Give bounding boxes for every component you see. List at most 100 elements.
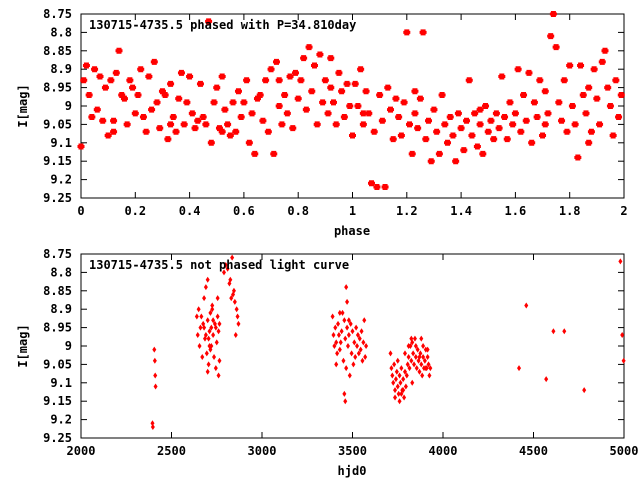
phased-data-point — [370, 128, 378, 135]
unphased-data-point — [332, 343, 337, 349]
phased-data-points — [77, 11, 625, 190]
unphased-data-point — [345, 298, 350, 305]
phased-data-point — [416, 95, 424, 102]
unphased-data-point — [353, 354, 358, 361]
phased-data-point — [349, 132, 356, 139]
phased-data-point — [425, 117, 433, 124]
unphased-data-point — [361, 339, 366, 346]
phased-data-point — [115, 47, 123, 54]
unphased-y-tick-label: 8.75 — [43, 247, 72, 261]
unphased-data-point — [413, 354, 418, 361]
unphased-data-point — [358, 346, 363, 353]
phased-data-point — [354, 103, 362, 109]
unphased-data-point — [334, 361, 339, 368]
phased-data-point — [392, 95, 400, 102]
unphased-data-points — [150, 254, 626, 430]
unphased-data-point — [411, 350, 416, 357]
unphased-data-point — [354, 324, 359, 331]
phased-data-point — [335, 69, 343, 76]
unphased-data-point — [551, 328, 556, 335]
unphased-y-tick-label: 8.95 — [43, 321, 72, 335]
phased-x-tick-label: 0.2 — [124, 204, 146, 218]
phased-data-point — [245, 139, 253, 146]
unphased-data-point — [208, 346, 213, 353]
phased-data-point — [357, 66, 365, 73]
phased-data-point — [517, 128, 525, 135]
phased-data-point — [153, 99, 161, 106]
unphased-data-point — [393, 376, 398, 383]
unphased-data-point — [419, 361, 424, 368]
phased-data-point — [582, 110, 590, 117]
unphased-data-point — [401, 387, 406, 394]
phased-data-point — [196, 80, 204, 87]
phased-data-point — [490, 136, 498, 143]
phased-data-point — [346, 103, 354, 109]
unphased-data-point — [355, 343, 360, 349]
phased-data-point — [289, 125, 297, 132]
unphased-data-point — [225, 265, 230, 272]
phased-data-point — [281, 91, 289, 98]
phased-data-point — [577, 62, 585, 69]
unphased-data-point — [204, 350, 209, 357]
phased-x-tick-label: 0.4 — [179, 204, 201, 218]
unphased-data-point — [232, 298, 237, 305]
unphased-data-point — [233, 331, 238, 338]
phased-data-point — [473, 143, 481, 150]
unphased-x-tick-label: 2500 — [157, 444, 186, 458]
phased-data-point — [544, 110, 552, 117]
unphased-data-point — [419, 335, 424, 342]
unphased-data-point — [544, 376, 549, 383]
phased-data-point — [593, 95, 601, 102]
phased-data-point — [104, 132, 112, 139]
unphased-data-point — [342, 317, 347, 324]
phased-data-point — [278, 121, 286, 128]
phased-data-point — [294, 95, 302, 102]
unphased-panel-title: 130715-4735.5 not phased light curve — [89, 258, 349, 272]
phased-data-point — [96, 73, 104, 80]
unphased-data-point — [410, 379, 415, 386]
unphased-data-point — [517, 365, 522, 372]
phased-data-point — [433, 128, 441, 135]
phased-data-point — [406, 121, 414, 128]
phased-data-point — [359, 110, 367, 117]
phased-panel-title: 130715-4735.5 phased with P=34.810day — [89, 18, 356, 32]
phased-data-point — [389, 136, 397, 143]
phased-data-point — [316, 51, 324, 58]
unphased-data-point — [414, 365, 419, 372]
unphased-data-point — [427, 372, 432, 379]
phased-data-point — [615, 114, 623, 121]
phased-data-point — [123, 121, 131, 128]
phased-data-point — [598, 58, 606, 65]
phased-data-point — [177, 69, 185, 76]
unphased-data-point — [211, 331, 216, 338]
unphased-data-point — [362, 317, 367, 324]
unphased-data-point — [235, 313, 240, 320]
unphased-data-point — [344, 365, 349, 372]
phased-data-point — [609, 132, 617, 139]
phased-data-point — [465, 77, 473, 84]
phased-data-point — [552, 44, 560, 51]
phased-data-point — [329, 99, 337, 106]
unphased-data-point — [360, 357, 365, 364]
phased-data-point — [520, 91, 528, 98]
unphased-data-point — [333, 324, 338, 331]
phased-x-tick-label: 0.8 — [287, 204, 309, 218]
unphased-data-point — [395, 383, 400, 390]
unphased-data-point — [215, 313, 220, 320]
phased-data-point — [207, 139, 215, 146]
phased-data-point — [229, 99, 237, 106]
phased-data-point — [400, 99, 408, 106]
phased-data-point — [487, 117, 495, 124]
unphased-data-point — [230, 254, 235, 261]
unphased-data-point — [425, 346, 430, 353]
phased-data-point — [596, 121, 604, 128]
unphased-data-point — [212, 354, 217, 361]
unphased-data-point — [152, 357, 157, 364]
phased-y-tick-label: 9 — [65, 99, 72, 113]
phased-data-point — [533, 114, 541, 121]
phased-data-point — [262, 77, 270, 84]
phased-data-point — [139, 114, 147, 121]
phased-data-point — [77, 143, 85, 150]
unphased-data-point — [349, 350, 354, 357]
